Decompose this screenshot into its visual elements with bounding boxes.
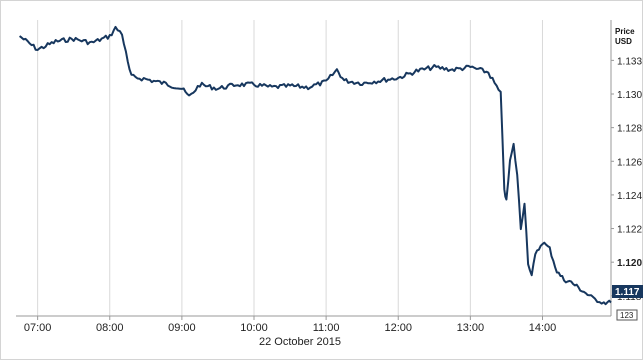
x-tick-label: 14:00 [529,322,557,334]
x-tick-label: 07:00 [24,322,52,334]
y-tick-label: 1.130 [617,90,642,101]
x-tick-label: 11:00 [313,322,340,334]
y-axis-unit: USD [615,37,632,46]
x-tick-label: 10:00 [240,322,268,334]
y-tick-label: 1.133 [617,56,642,67]
date-label: 22 October 2015 [259,336,341,348]
vertical-gridlines [37,20,543,316]
last-price-badge [612,285,643,298]
x-axis-ticks: 07:00 08:00 09:00 10:00 11:00 12:00 13:00 14:00 [24,316,556,334]
x-tick-label: 08:00 [96,322,124,334]
last-price-label: 1.117 [615,287,640,298]
y-tick-label: 1.126 [617,157,642,168]
y-tick-label: 1.128 [617,124,642,135]
x-tick-label: 09:00 [168,322,196,334]
price-series-line [19,25,612,306]
x-tick-label: 12:00 [384,322,412,334]
y-axis-title: Price [615,27,635,36]
price-box-marker [616,309,638,321]
x-tick-label: 13:00 [457,322,485,334]
price-box-label: 123 [620,311,634,320]
y-tick-label: 1.122 [617,225,642,236]
y-tick-label: 1.124 [617,191,642,202]
y-tick-label: 1.120 [617,258,642,269]
